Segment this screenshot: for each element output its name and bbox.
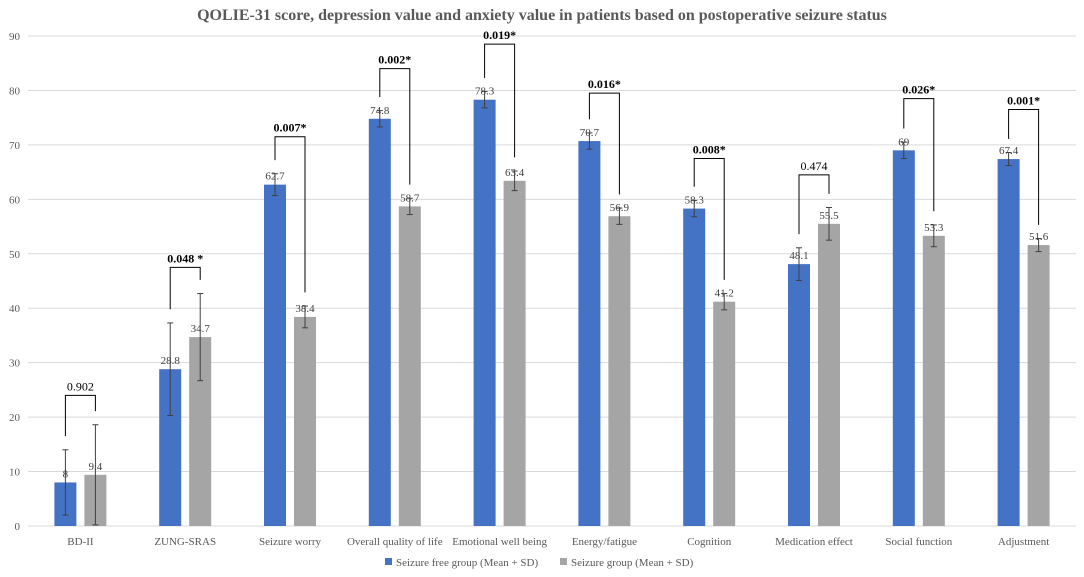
y-tick-label: 0 xyxy=(15,521,21,533)
value-label: 74.8 xyxy=(370,105,390,117)
legend-swatch xyxy=(560,558,567,565)
p-value-label: 0.008* xyxy=(693,143,726,157)
value-label: 67.4 xyxy=(999,145,1019,157)
x-category-label: Medication effect xyxy=(775,536,853,548)
bar-seizure-free xyxy=(683,208,706,527)
bar-seizure-free xyxy=(264,184,286,526)
x-category-label: Overall quality of life xyxy=(347,536,443,548)
value-label: 53.3 xyxy=(924,222,944,234)
bar-seizure-free xyxy=(788,264,810,526)
bar-seizure xyxy=(1027,245,1050,527)
value-label: 9.4 xyxy=(89,461,103,473)
p-value-bracket xyxy=(274,136,306,293)
p-value-label: 0.474 xyxy=(801,159,828,173)
y-tick-label: 70 xyxy=(9,140,21,152)
p-value-label: 0.001* xyxy=(1007,94,1040,108)
bar-seizure-free xyxy=(368,118,391,526)
bar-seizure xyxy=(713,301,736,526)
value-label: 38.4 xyxy=(295,303,315,315)
p-value-bracket xyxy=(169,266,201,310)
p-value-label: 0.007* xyxy=(274,121,307,135)
bar-seizure xyxy=(189,337,212,526)
p-value-bracket xyxy=(1008,109,1040,225)
p-value-bracket xyxy=(588,92,620,195)
value-label: 55.5 xyxy=(819,210,839,222)
p-value-label: 0.026* xyxy=(902,83,935,97)
y-tick-label: 50 xyxy=(9,249,21,261)
x-category-label: Emotional well being xyxy=(452,536,547,548)
bar-seizure-free xyxy=(159,369,182,526)
y-axis-ticks: 0 10 20 30 40 50 60 70 80 90 xyxy=(9,31,21,533)
value-label: 28.8 xyxy=(161,355,181,367)
value-label: 63.4 xyxy=(505,167,525,179)
x-category-label: Social function xyxy=(885,536,952,548)
p-value-bracket xyxy=(693,158,725,280)
y-tick-label: 60 xyxy=(9,194,21,206)
value-label: 34.7 xyxy=(191,323,211,335)
bar-seizure xyxy=(503,180,526,527)
value-label: 56.9 xyxy=(610,202,630,214)
value-label: 48.1 xyxy=(789,250,808,262)
bar-seizure-free xyxy=(892,150,915,527)
y-tick-label: 10 xyxy=(9,467,21,479)
bar-seizure-free xyxy=(578,141,601,527)
gridlines xyxy=(28,35,1076,527)
legend-swatch xyxy=(385,558,392,565)
bar-seizure-free xyxy=(997,159,1020,527)
value-label: 58.7 xyxy=(400,192,420,204)
x-category-label: Adjustment xyxy=(998,536,1049,548)
bar-seizure xyxy=(294,316,316,526)
legend: Seizure free group (Mean + SD) Seizure gr… xyxy=(385,557,694,569)
p-value-label: 0.902 xyxy=(67,379,94,393)
bar-seizure xyxy=(922,235,945,527)
error-bars xyxy=(62,91,1042,526)
p-value-label: 0.019* xyxy=(483,28,516,42)
x-category-label: ZUNG-SRAS xyxy=(154,536,216,548)
bar-seizure-free xyxy=(473,99,496,526)
p-value-bracket xyxy=(64,394,96,437)
y-tick-label: 40 xyxy=(9,303,21,315)
y-tick-label: 90 xyxy=(9,31,21,43)
x-category-label: Cognition xyxy=(687,536,732,548)
p-value-bracket xyxy=(798,174,830,235)
bars xyxy=(54,99,1050,527)
x-category-label: Energy/fatigue xyxy=(572,536,637,548)
value-labels: 8 9.4 28.8 34.7 62.7 38.4 74.8 58.7 78.3 63.4 70.7… xyxy=(63,86,1049,481)
y-tick-label: 80 xyxy=(9,85,21,97)
p-value-brackets: 0.902 0.048 * 0.007* 0.002* 0.019* 0.016* 0.00… xyxy=(64,28,1040,437)
bar-seizure xyxy=(818,223,840,527)
p-value-label: 0.048 * xyxy=(167,251,203,265)
x-category-label: Seizure worry xyxy=(259,536,322,548)
value-label: 70.7 xyxy=(580,127,600,139)
value-label: 51.6 xyxy=(1029,231,1049,243)
value-label: 62.7 xyxy=(265,171,285,183)
legend-label: Seizure group (Mean + SD) xyxy=(571,557,694,569)
value-label: 69 xyxy=(898,136,910,148)
value-label: 8 xyxy=(63,468,69,480)
p-value-bracket xyxy=(379,68,411,185)
bar-seizure xyxy=(608,216,631,526)
y-tick-label: 30 xyxy=(9,358,21,370)
p-value-label: 0.016* xyxy=(588,77,621,91)
x-axis-categories: BD-II ZUNG-SRAS Seizure worry Overall quali… xyxy=(67,536,1049,548)
value-label: 41.2 xyxy=(715,288,734,300)
legend-label: Seizure free group (Mean + SD) xyxy=(396,557,538,569)
bar-seizure xyxy=(398,206,421,526)
y-tick-label: 20 xyxy=(9,412,21,424)
p-value-bracket xyxy=(903,98,935,212)
value-label: 78.3 xyxy=(475,86,495,98)
x-category-label: BD-II xyxy=(67,536,94,548)
chart-title: QOLIE-31 score, depression value and anx… xyxy=(197,7,887,24)
value-label: 58.3 xyxy=(685,195,705,207)
p-value-label: 0.002* xyxy=(378,53,411,67)
p-value-bracket xyxy=(484,43,516,158)
